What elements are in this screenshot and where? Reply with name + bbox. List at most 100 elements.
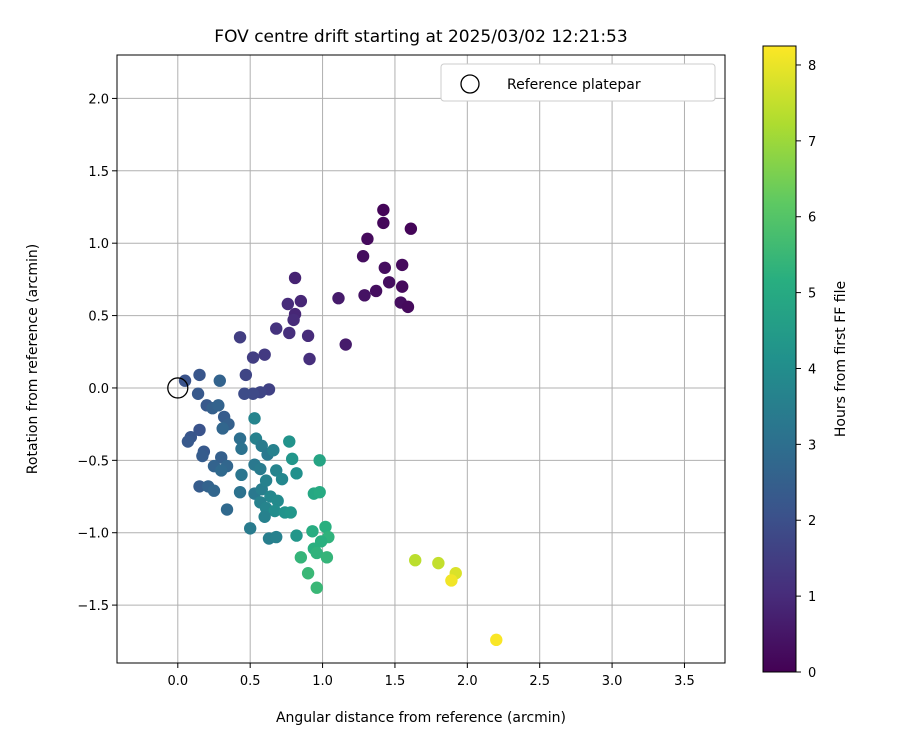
data-point bbox=[283, 435, 296, 448]
data-point bbox=[275, 472, 289, 486]
colorbar-label: Hours from first FF file bbox=[833, 281, 849, 437]
data-point bbox=[248, 412, 261, 425]
data-point bbox=[271, 494, 284, 508]
data-point bbox=[235, 468, 248, 482]
x-tick-label: 1.0 bbox=[312, 674, 333, 689]
colorbar-tick-label: 8 bbox=[808, 59, 816, 74]
data-point bbox=[395, 258, 409, 272]
legend-label: Reference platepar bbox=[507, 77, 641, 93]
colorbar-gradient bbox=[762, 45, 797, 673]
legend-reference-marker bbox=[460, 74, 480, 94]
x-axis-label: Angular distance from reference (arcmin) bbox=[276, 710, 566, 726]
data-point bbox=[377, 216, 390, 230]
data-point bbox=[270, 530, 283, 544]
colorbar-tick-label: 5 bbox=[808, 287, 816, 302]
data-point bbox=[356, 250, 370, 263]
data-point bbox=[258, 510, 271, 523]
data-point bbox=[320, 551, 334, 564]
colorbar-tick-label: 4 bbox=[808, 362, 816, 377]
data-point bbox=[358, 289, 371, 302]
y-tick-label: −0.5 bbox=[77, 454, 109, 469]
data-point bbox=[254, 462, 267, 476]
data-point bbox=[306, 525, 319, 538]
data-point bbox=[268, 504, 281, 518]
x-tick-label: 0.5 bbox=[240, 674, 261, 689]
legend-box bbox=[440, 63, 716, 102]
data-point bbox=[196, 449, 209, 463]
data-point bbox=[303, 352, 316, 366]
y-tick-label: −1.0 bbox=[77, 527, 109, 542]
data-point bbox=[259, 474, 273, 487]
data-point bbox=[319, 520, 332, 534]
data-point bbox=[490, 633, 503, 647]
data-point bbox=[215, 464, 228, 477]
reference-marker bbox=[167, 377, 189, 399]
scatter-points bbox=[178, 203, 503, 647]
x-tick-label: 0.0 bbox=[167, 674, 188, 689]
data-point bbox=[181, 435, 195, 448]
data-point bbox=[258, 348, 271, 361]
colorbar: 0 1 2 3 4 5 6 7 8 Hours from first FF file bbox=[762, 45, 849, 681]
data-point bbox=[404, 222, 418, 235]
x-tick-label: 1.5 bbox=[385, 674, 406, 689]
data-point bbox=[284, 506, 297, 519]
y-tick-label: 2.0 bbox=[88, 92, 109, 107]
data-point bbox=[313, 454, 326, 467]
data-point bbox=[301, 329, 315, 343]
data-point bbox=[332, 292, 345, 305]
y-tick-label: 0.5 bbox=[88, 310, 109, 325]
data-point bbox=[283, 326, 296, 340]
plot-frame bbox=[116, 54, 726, 664]
data-point bbox=[313, 485, 326, 499]
x-tick-label: 2.5 bbox=[529, 674, 550, 689]
y-tick-label: 0.0 bbox=[88, 382, 109, 397]
data-point bbox=[382, 276, 396, 289]
colorbar-tick-label: 2 bbox=[808, 514, 816, 529]
y-tick-label: 1.5 bbox=[88, 165, 109, 180]
colorbar-tick-label: 7 bbox=[808, 135, 816, 150]
data-point bbox=[290, 529, 303, 542]
data-point bbox=[213, 374, 226, 387]
data-point bbox=[290, 467, 303, 480]
x-axis-ticks: 0.0 0.5 1.0 1.5 2.0 2.5 3.0 3.5 bbox=[167, 663, 695, 689]
data-point bbox=[285, 452, 299, 466]
data-point bbox=[294, 294, 308, 308]
data-point bbox=[233, 485, 247, 499]
data-point bbox=[395, 280, 409, 293]
reference-marker-group bbox=[167, 377, 189, 399]
data-point bbox=[239, 368, 253, 382]
data-point bbox=[432, 556, 445, 570]
y-tick-label: −1.5 bbox=[77, 599, 109, 614]
x-tick-label: 2.0 bbox=[457, 674, 478, 689]
colorbar-tick-label: 0 bbox=[808, 666, 816, 681]
data-point bbox=[216, 422, 229, 435]
y-axis-label: Rotation from reference (arcmin) bbox=[25, 244, 41, 474]
data-point bbox=[361, 232, 374, 246]
colorbar-tick-label: 3 bbox=[808, 438, 816, 453]
data-point bbox=[220, 503, 234, 516]
data-point bbox=[267, 444, 280, 457]
data-point bbox=[401, 300, 415, 314]
data-point bbox=[246, 351, 260, 364]
data-point bbox=[193, 368, 206, 382]
grid-lines bbox=[117, 55, 725, 663]
y-tick-label: 1.0 bbox=[88, 237, 109, 252]
data-point bbox=[409, 554, 422, 567]
data-point bbox=[243, 522, 257, 535]
legend: Reference platepar bbox=[440, 63, 716, 102]
data-point bbox=[310, 581, 323, 594]
data-point bbox=[207, 484, 221, 497]
data-point bbox=[445, 574, 458, 587]
data-point bbox=[238, 387, 251, 400]
data-point bbox=[246, 387, 260, 400]
x-tick-label: 3.5 bbox=[674, 674, 695, 689]
data-point bbox=[193, 423, 206, 437]
data-point bbox=[287, 313, 300, 327]
y-axis-ticks: 2.0 1.5 1.0 0.5 0.0 −0.5 −1.0 −1.5 bbox=[77, 92, 117, 614]
data-point bbox=[212, 399, 225, 412]
data-point bbox=[377, 203, 390, 217]
data-point bbox=[310, 546, 323, 560]
colorbar-tick-label: 6 bbox=[808, 211, 816, 226]
chart-title: FOV centre drift starting at 2025/03/02 … bbox=[214, 27, 627, 47]
